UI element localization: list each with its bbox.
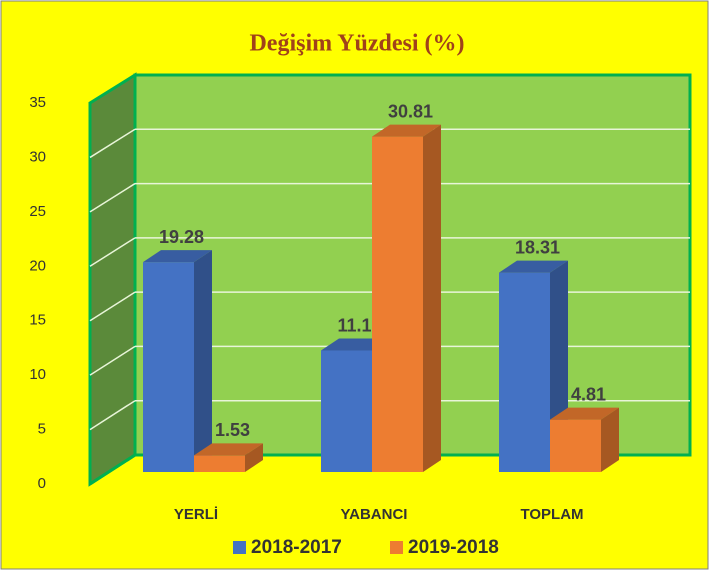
- data-label: 30.81: [388, 101, 433, 121]
- bar-face: [143, 262, 194, 472]
- y-tick-label: 10: [29, 366, 46, 383]
- y-tick-label: 30: [29, 148, 46, 165]
- bar-face: [143, 250, 212, 263]
- chart-title: Değişim Yüzdesi (%): [249, 31, 464, 57]
- y-tick-label: 35: [29, 94, 46, 111]
- x-tick-label: YABANCI: [341, 506, 408, 523]
- data-label: 19.28: [159, 227, 204, 247]
- bar-face: [499, 272, 550, 472]
- bar-face: [194, 250, 212, 472]
- grid-line: [89, 400, 136, 431]
- x-tick-label: TOPLAM: [520, 506, 583, 523]
- x-tick-label: YERLİ: [174, 506, 218, 523]
- bar-face: [194, 443, 263, 456]
- legend-swatch: [390, 541, 403, 554]
- grid-line: [89, 345, 136, 376]
- y-tick-label: 0: [38, 475, 46, 492]
- bar: [143, 250, 212, 472]
- data-label: 1.53: [215, 420, 250, 440]
- y-tick-label: 15: [29, 312, 46, 329]
- floor-edge: [89, 453, 136, 486]
- bar-face: [321, 350, 372, 472]
- grid-line: [89, 291, 136, 322]
- bar: [372, 124, 441, 472]
- data-label: 18.31: [515, 237, 560, 257]
- bar-face: [499, 260, 568, 273]
- data-label: 4.81: [571, 384, 606, 404]
- grid-line: [89, 237, 136, 267]
- y-tick-label: 20: [29, 257, 46, 274]
- legend-label: 2019-2018: [408, 537, 499, 558]
- bar-face: [245, 443, 263, 472]
- data-label: 11.16: [337, 315, 381, 335]
- bar-face: [372, 136, 423, 472]
- bar-face: [194, 455, 245, 472]
- bar-face: [601, 407, 619, 472]
- y-tick-label: 5: [38, 421, 46, 438]
- legend-swatch: [233, 541, 246, 554]
- grid-line: [89, 182, 136, 213]
- bar: [194, 443, 263, 472]
- bar-face: [423, 124, 441, 472]
- bar-face: [550, 407, 619, 420]
- side-wall: [88, 72, 137, 487]
- bar: [550, 407, 619, 472]
- y-tick-label: 25: [29, 203, 46, 220]
- grid-line: [89, 128, 136, 159]
- legend-label: 2018-2017: [251, 537, 342, 558]
- bar-face: [372, 124, 441, 137]
- bar-face: [550, 419, 601, 472]
